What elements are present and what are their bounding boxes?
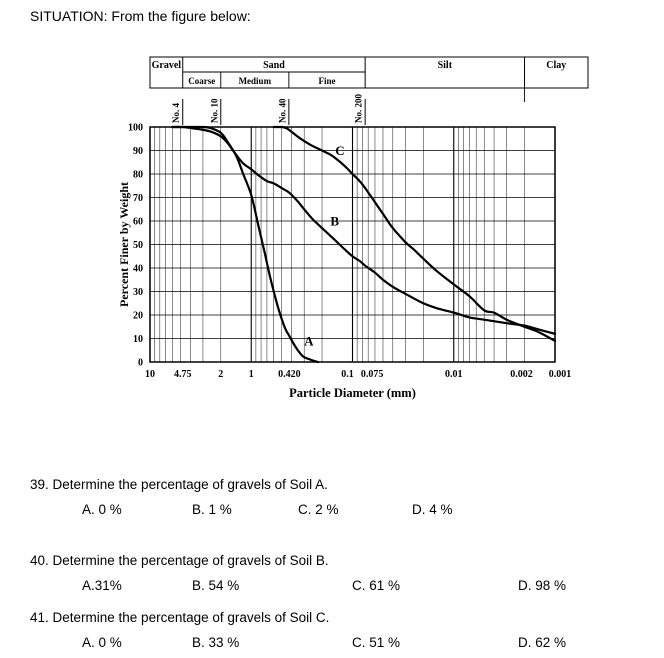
svg-text:Medium: Medium [239,76,272,86]
svg-text:No. 200: No. 200 [354,94,364,123]
svg-text:Particle Diameter (mm): Particle Diameter (mm) [289,386,416,400]
answer-option-c: C. 51 % [352,635,401,650]
answer-option-a: A.31% [82,578,122,593]
answer-option-d: D. 62 % [518,635,567,650]
svg-text:0: 0 [138,358,143,369]
answer-options-row: A. 0 % B. 33 % C. 51 % D. 62 % [0,635,664,653]
answer-option-c: C. 61 % [352,578,401,593]
svg-text:10: 10 [133,334,143,345]
svg-text:Percent Finer by Weight: Percent Finer by Weight [117,182,131,307]
svg-text:C: C [335,143,344,158]
figure-container: 0 10 20 30 40 50 60 70 80 90 100 Gravel Sand Coarse Me… [115,55,600,417]
svg-text:1: 1 [249,369,254,380]
svg-text:Sand: Sand [263,60,285,71]
answer-option-d: D. 98 % [518,578,567,593]
answer-options-row: A. 0 % B. 1 % C. 2 % D. 4 % [0,502,664,520]
svg-text:0.01: 0.01 [445,369,463,380]
question-41: 41. Determine the percentage of gravels … [0,610,664,653]
svg-text:20: 20 [133,311,143,322]
svg-text:2: 2 [218,369,223,380]
svg-text:B: B [330,214,339,229]
svg-text:10: 10 [145,369,155,380]
situation-heading: SITUATION: From the figure below: [30,8,251,24]
svg-text:4.75: 4.75 [174,369,192,380]
svg-text:60: 60 [133,217,143,228]
svg-text:80: 80 [133,170,143,181]
svg-text:Fine: Fine [319,76,336,86]
question-text: 40. Determine the percentage of gravels … [30,553,329,568]
svg-text:70: 70 [133,193,143,204]
svg-text:No. 10: No. 10 [209,98,219,123]
svg-text:Coarse: Coarse [188,76,215,86]
answer-option-a: A. 0 % [82,502,122,517]
svg-text:50: 50 [133,240,143,251]
svg-text:90: 90 [133,146,143,157]
svg-text:40: 40 [133,264,143,275]
svg-text:0.001: 0.001 [549,369,572,380]
svg-text:0.075: 0.075 [361,369,384,380]
svg-text:0.002: 0.002 [510,369,533,380]
question-text: 41. Determine the percentage of gravels … [30,610,330,625]
svg-text:30: 30 [133,287,143,298]
svg-text:0.420: 0.420 [278,369,301,380]
svg-text:Silt: Silt [438,60,453,71]
answer-options-row: A.31% B. 54 % C. 61 % D. 98 % [0,578,664,596]
question-39: 39. Determine the percentage of gravels … [0,477,664,520]
answer-option-b: B. 33 % [192,635,240,650]
answer-option-c: C. 2 % [298,502,339,517]
svg-text:A: A [304,334,314,349]
svg-text:0.1: 0.1 [341,369,354,380]
question-40: 40. Determine the percentage of gravels … [0,553,664,596]
svg-text:Clay: Clay [546,60,566,71]
svg-text:No. 40: No. 40 [277,98,287,123]
answer-option-b: B. 1 % [192,502,232,517]
svg-text:Gravel: Gravel [152,60,182,71]
answer-option-d: D. 4 % [412,502,453,517]
svg-text:100: 100 [128,123,143,134]
svg-text:No. 4: No. 4 [171,103,181,123]
question-text: 39. Determine the percentage of gravels … [30,477,328,492]
answer-option-a: A. 0 % [82,635,122,650]
answer-option-b: B. 54 % [192,578,240,593]
